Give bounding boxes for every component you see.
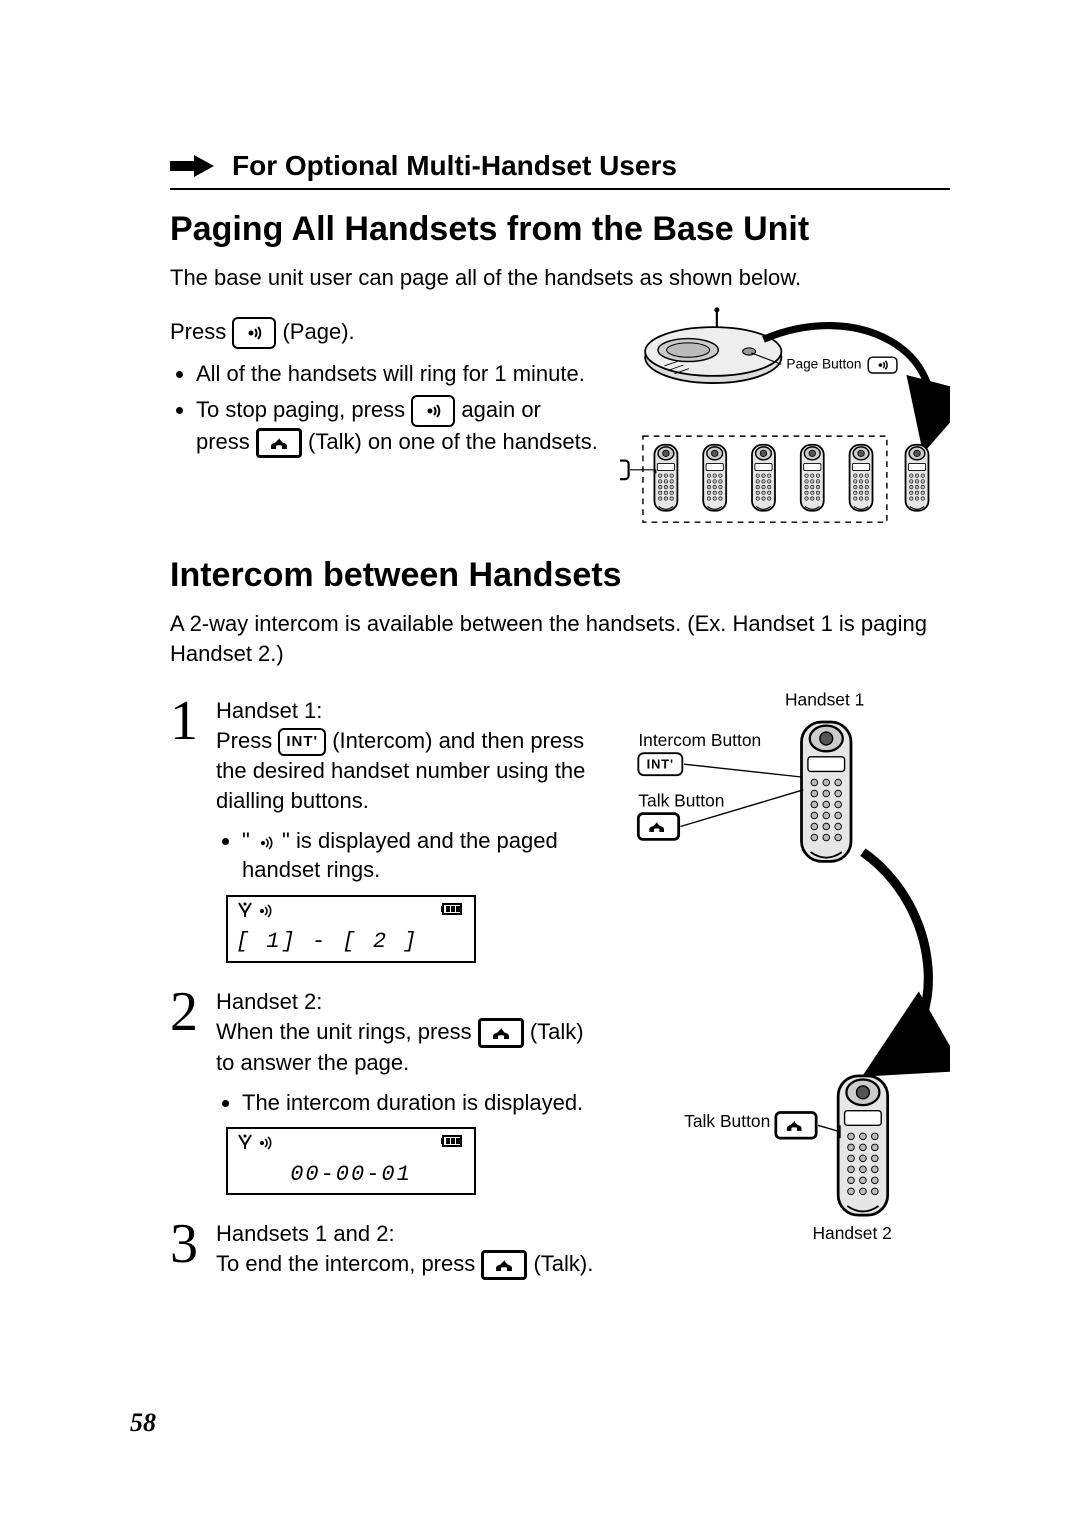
talk-button-icon — [256, 428, 302, 458]
step3-title: Handsets 1 and 2: — [216, 1221, 395, 1246]
paging-intro: The base unit user can page all of the h… — [170, 263, 950, 293]
section-header: For Optional Multi-Handset Users — [170, 150, 950, 182]
talk-button-icon — [478, 1018, 524, 1048]
step-number: 2 — [170, 987, 216, 1201]
text: " is displayed and the paged handset rin… — [242, 828, 558, 883]
talk-button-icon — [481, 1250, 527, 1280]
heading-intercom: Intercom between Handsets — [170, 556, 950, 595]
text: (Page). — [282, 319, 354, 344]
talk-btn-label-top: Talk Button — [638, 791, 724, 811]
text: To stop paging, press — [196, 397, 411, 422]
paging-bullet-1: All of the handsets will ring for 1 minu… — [196, 359, 600, 389]
text: When the unit rings, press — [216, 1019, 478, 1044]
ringing-icon — [256, 833, 276, 851]
paging-diagram: Page Button Talk Button — [620, 307, 950, 529]
divider — [170, 188, 950, 190]
text: (Talk) on one of the handsets. — [308, 429, 598, 454]
step1-title: Handset 1: — [216, 698, 322, 723]
lcd-display-1: [ 1] - [ 2 ] — [226, 895, 476, 963]
steps-column: 1 Handset 1: Press INT' (Intercom) and t… — [170, 678, 600, 1286]
step2-title: Handset 2: — [216, 989, 322, 1014]
page-button-icon — [411, 395, 455, 427]
text: " — [242, 828, 256, 853]
ringing-icon — [256, 901, 274, 919]
antenna-icon — [236, 1133, 254, 1151]
page-button-icon — [232, 317, 276, 349]
paging-intro-block: The base unit user can page all of the h… — [170, 263, 950, 293]
step-2: 2 Handset 2: When the unit rings, press … — [170, 987, 600, 1201]
step1-sub: " " is displayed and the paged handset r… — [242, 826, 600, 885]
arrow-right-icon — [170, 155, 214, 177]
section-title: For Optional Multi-Handset Users — [232, 150, 677, 182]
text: (Talk). — [533, 1251, 593, 1276]
paging-figure: Page Button Talk Button — [620, 307, 950, 534]
step-1: 1 Handset 1: Press INT' (Intercom) and t… — [170, 696, 600, 969]
text: To end the intercom, press — [216, 1251, 481, 1276]
paging-press-line: Press (Page). — [170, 317, 600, 349]
svg-text:INT': INT' — [647, 757, 674, 772]
page-button-label: Page Button — [786, 356, 861, 371]
intercom-btn-label: Intercom Button — [638, 730, 761, 750]
intercom-intro: A 2-way intercom is available between th… — [170, 609, 950, 668]
battery-icon — [440, 901, 466, 917]
ringing-icon — [256, 1133, 274, 1151]
text: Press — [170, 319, 232, 344]
intercom-diagram: Handset 1 Intercom Button INT' Talk Butt… — [620, 678, 950, 1246]
lcd2-text: 00-00-01 — [236, 1160, 466, 1190]
paging-left-col: Press (Page). All of the handsets will r… — [170, 307, 600, 466]
step-number: 3 — [170, 1219, 216, 1280]
antenna-icon — [236, 901, 254, 919]
battery-icon — [440, 1133, 466, 1149]
talk-btn-label-bottom: Talk Button — [684, 1112, 770, 1132]
text: Press — [216, 728, 278, 753]
lcd-display-2: 00-00-01 — [226, 1127, 476, 1195]
intercom-button-icon: INT' — [278, 728, 326, 756]
step2-sub: The intercom duration is displayed. — [242, 1088, 600, 1118]
step-3: 3 Handsets 1 and 2: To end the intercom,… — [170, 1219, 600, 1280]
intercom-figure: Handset 1 Intercom Button INT' Talk Butt… — [620, 678, 950, 1251]
page-number: 58 — [130, 1408, 156, 1438]
lcd1-text: [ 1] - [ 2 ] — [236, 927, 466, 957]
paging-bullet-2: To stop paging, press again or press (Ta… — [196, 395, 600, 458]
heading-paging: Paging All Handsets from the Base Unit — [170, 210, 950, 249]
step-number: 1 — [170, 696, 216, 969]
handset1-label: Handset 1 — [785, 690, 864, 710]
handset2-label: Handset 2 — [812, 1223, 891, 1243]
